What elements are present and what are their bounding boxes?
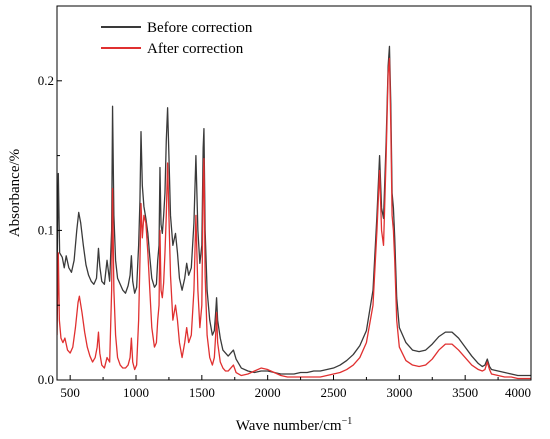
x-tick-label: 2500 (321, 385, 347, 400)
x-tick-label: 3500 (452, 385, 478, 400)
y-tick-label: 0.1 (38, 222, 54, 237)
x-axis-title-main: Wave number/cm (236, 418, 342, 434)
series-line-before-correction (57, 45, 531, 377)
x-tick-label: 1500 (189, 385, 215, 400)
x-axis: 500 1000 1500 2000 2500 3000 3500 4000 (60, 375, 532, 400)
plot-frame (56, 5, 532, 381)
x-axis-title-superscript: −1 (342, 416, 353, 427)
legend: Before correction After correction (101, 20, 253, 57)
legend-label: Before correction (147, 20, 253, 36)
y-axis-title: Absorbance/% (7, 149, 23, 237)
x-tick-label: 3000 (386, 385, 412, 400)
x-tick-label: 2000 (255, 385, 281, 400)
legend-label: After correction (147, 41, 244, 57)
x-tick-label: 1000 (123, 385, 149, 400)
x-tick-label: 500 (60, 385, 80, 400)
x-axis-title: Wave number/cm−1 (236, 416, 352, 434)
y-tick-label: 0.0 (38, 372, 54, 387)
y-tick-label: 0.2 (38, 73, 54, 88)
y-axis: 0.0 0.1 0.2 (38, 73, 62, 387)
plot-area (57, 45, 531, 380)
series-line-after-correction (57, 57, 531, 380)
x-tick-label: 4000 (505, 385, 531, 400)
